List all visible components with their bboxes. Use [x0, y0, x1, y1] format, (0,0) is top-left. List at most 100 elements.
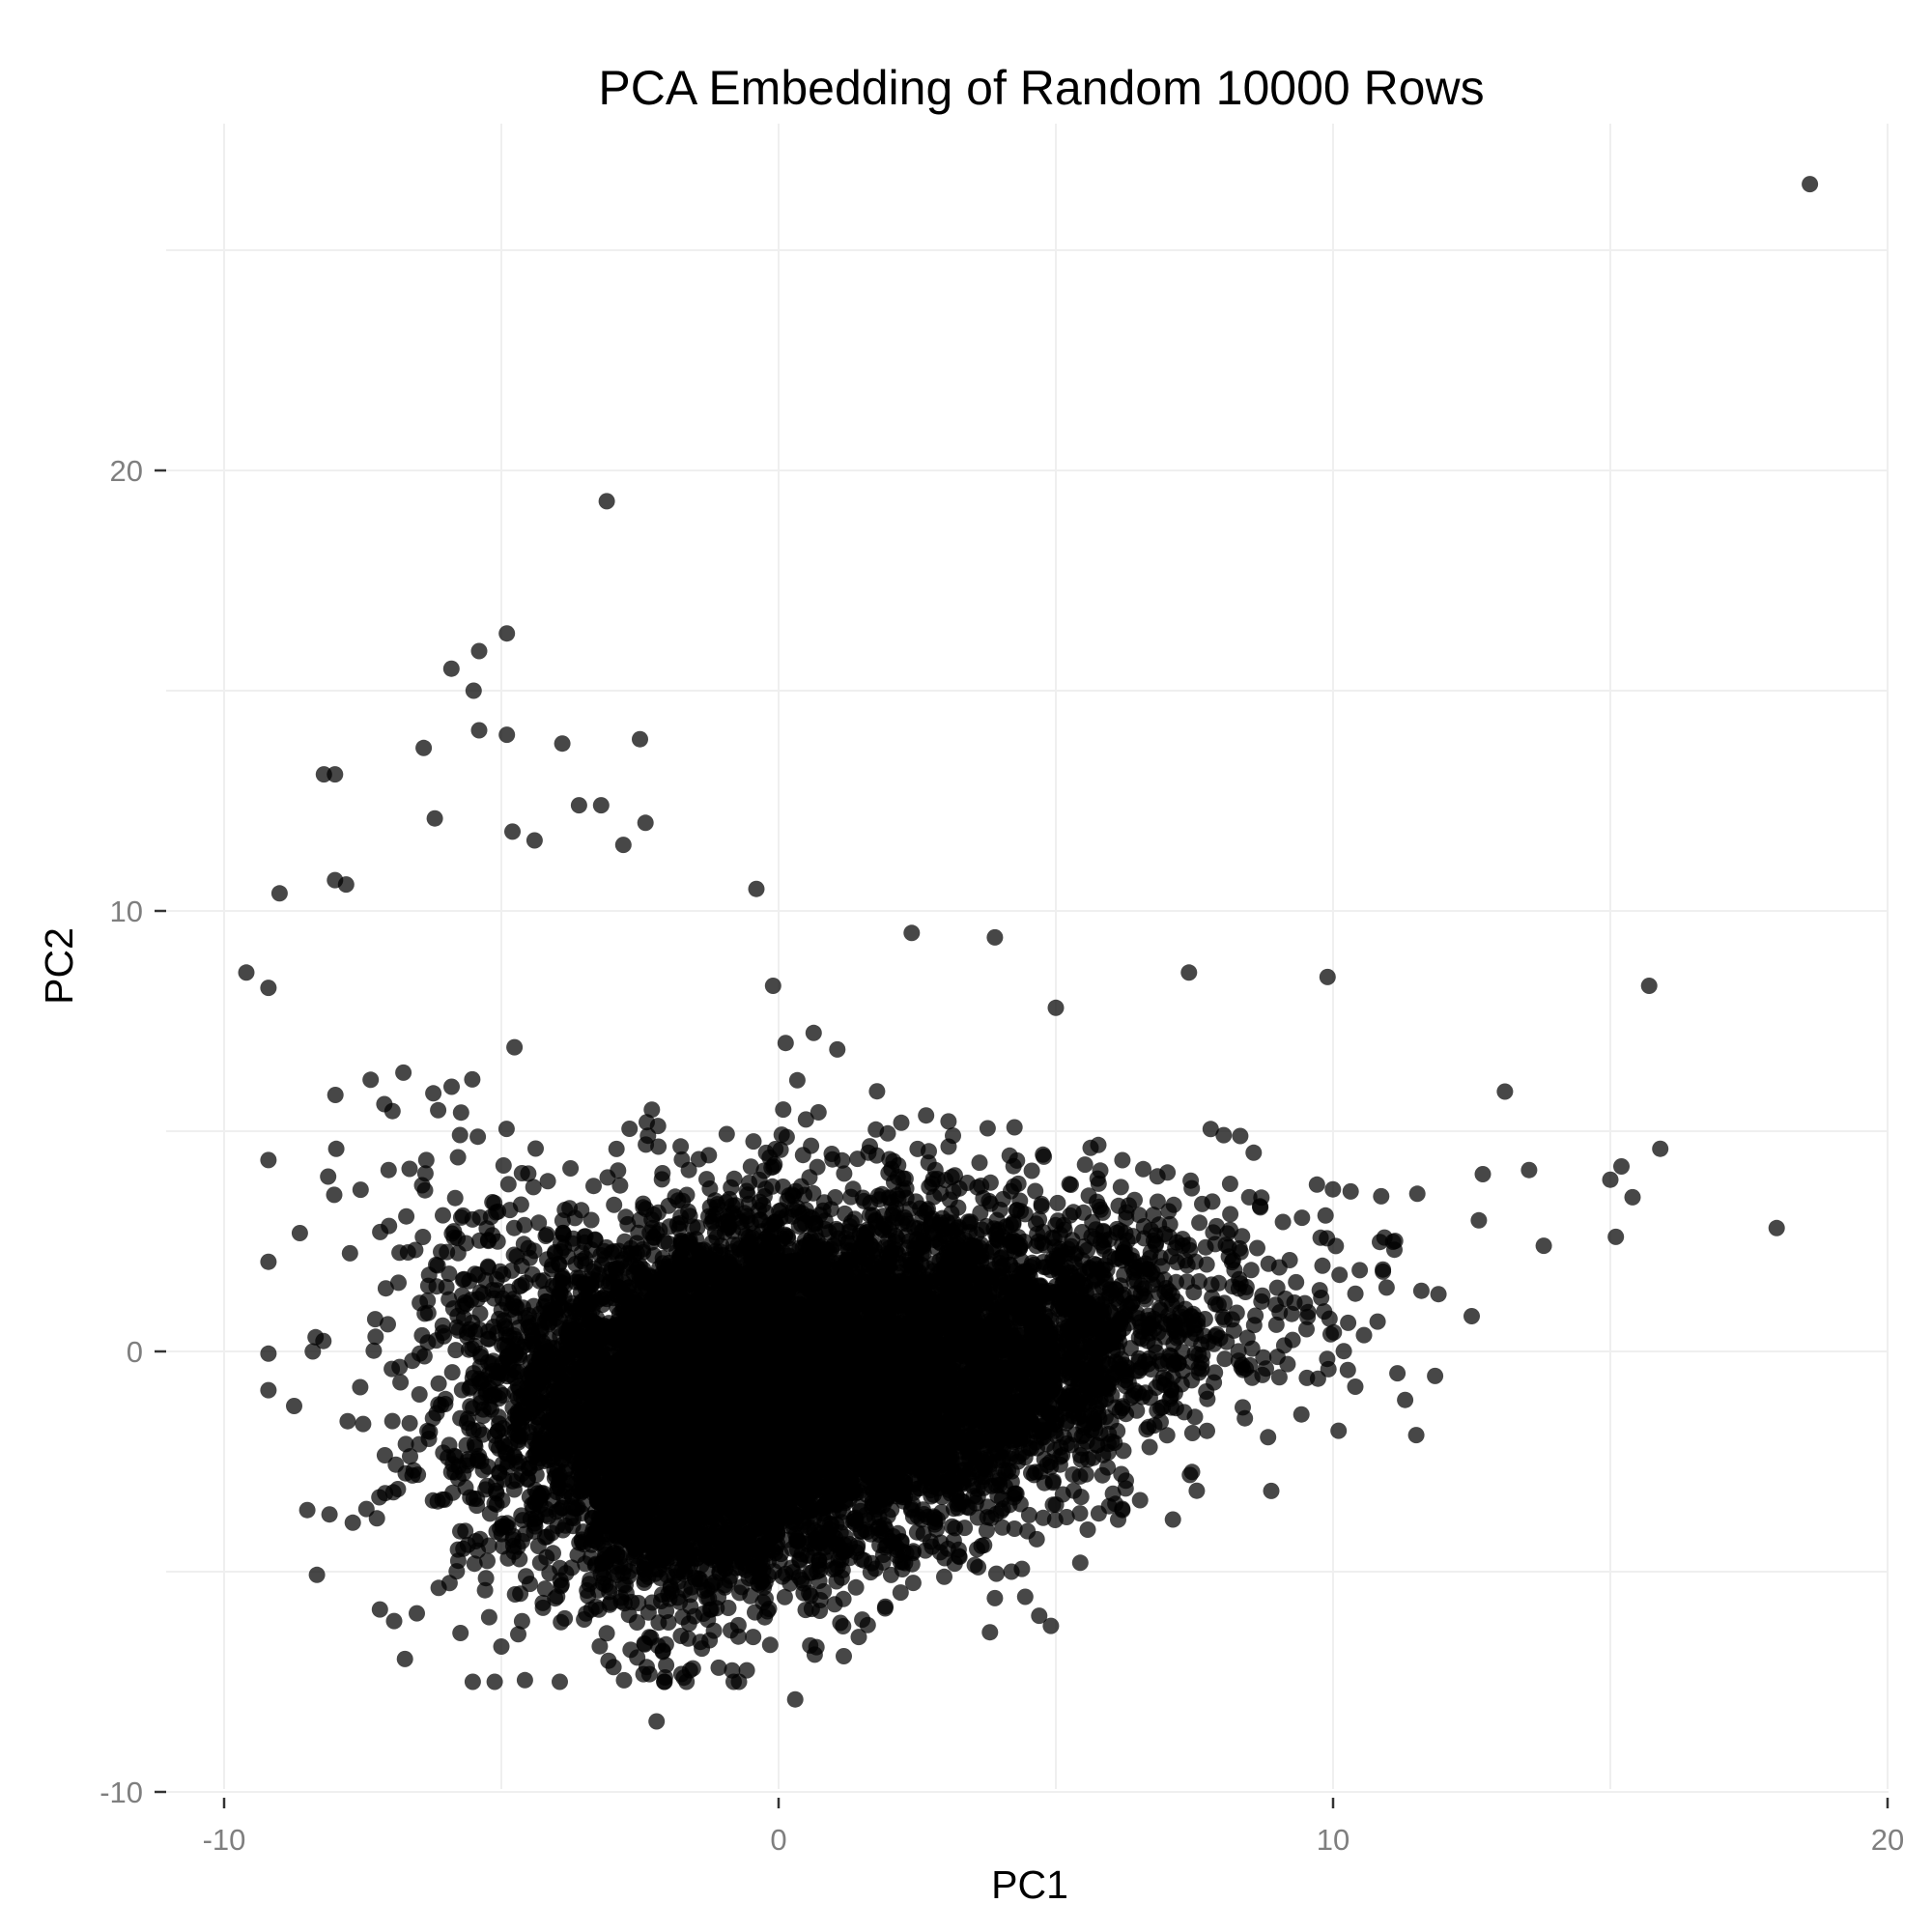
data-point [611, 1177, 629, 1194]
data-point [850, 1629, 867, 1646]
data-point [1263, 1482, 1280, 1499]
data-point [1135, 1160, 1151, 1178]
data-point [1006, 1520, 1023, 1537]
data-point [684, 1218, 701, 1236]
data-point [401, 1414, 418, 1432]
data-point [320, 1168, 337, 1185]
data-point [1049, 1194, 1066, 1211]
data-point [1202, 1121, 1219, 1138]
data-point [1094, 1466, 1111, 1484]
data-point [658, 1603, 675, 1620]
data-point [591, 1637, 609, 1655]
data-point [1249, 1239, 1265, 1257]
data-point [452, 1104, 469, 1122]
data-point [1347, 1285, 1364, 1302]
data-point [585, 1178, 602, 1195]
data-point [495, 1157, 512, 1174]
data-point [260, 1151, 277, 1169]
data-point [742, 1158, 759, 1176]
data-point [836, 1648, 852, 1664]
data-point [440, 1265, 458, 1283]
data-point [810, 1104, 827, 1121]
data-point [339, 1412, 356, 1430]
data-point [1042, 1617, 1060, 1634]
data-point [1167, 1400, 1184, 1417]
data-point [1221, 1176, 1238, 1192]
data-point [805, 1024, 822, 1041]
data-point [1268, 1279, 1286, 1296]
points-layer [238, 176, 1819, 1730]
data-point [1191, 1214, 1208, 1232]
data-point [1215, 1126, 1233, 1144]
data-point [1340, 1314, 1357, 1331]
data-point [352, 1378, 369, 1396]
data-point [1164, 1511, 1181, 1528]
data-point [446, 1189, 464, 1207]
data-point [260, 1345, 277, 1362]
data-point [384, 1412, 401, 1430]
data-point [380, 1161, 397, 1179]
data-point [479, 1552, 496, 1570]
data-point [893, 1114, 910, 1131]
data-point [1065, 1466, 1082, 1483]
data-point [860, 1144, 877, 1161]
data-point [417, 1151, 435, 1169]
data-point [1016, 1588, 1034, 1605]
data-point [469, 1128, 487, 1146]
data-point [452, 1522, 469, 1540]
data-point [778, 1128, 795, 1146]
data-point [1389, 1365, 1406, 1382]
data-point [829, 1040, 846, 1058]
data-point [868, 1083, 886, 1100]
data-point [365, 1342, 383, 1359]
data-point [486, 1673, 503, 1690]
data-point [854, 1611, 871, 1629]
data-point [1118, 1472, 1134, 1490]
data-point [534, 1594, 552, 1611]
data-point [411, 1386, 428, 1403]
data-point [940, 1138, 957, 1155]
data-point [1222, 1206, 1239, 1223]
data-point [516, 1671, 533, 1689]
data-point [371, 1601, 388, 1618]
data-point [425, 1085, 442, 1102]
data-point [1141, 1438, 1158, 1456]
data-point [940, 1113, 957, 1130]
data-point [1320, 1360, 1337, 1378]
data-point [1232, 1127, 1249, 1145]
data-point [414, 1229, 432, 1245]
data-point [466, 1555, 483, 1573]
data-point [525, 1179, 542, 1196]
data-point [978, 1521, 995, 1539]
data-point [1216, 1350, 1234, 1368]
data-point [673, 1151, 691, 1168]
data-point [1188, 1482, 1206, 1499]
data-point [443, 1364, 461, 1381]
data-point [788, 1071, 806, 1089]
data-point [1372, 1234, 1388, 1251]
data-point [376, 1447, 393, 1463]
data-point [527, 1140, 544, 1157]
data-point [745, 1133, 762, 1151]
data-point [1183, 1425, 1201, 1441]
data-point [725, 1170, 743, 1187]
data-point [745, 1629, 762, 1646]
data-point [505, 1481, 523, 1498]
data-point [1071, 1505, 1089, 1522]
data-point [650, 1138, 668, 1155]
data-point [738, 1662, 755, 1679]
data-point [1199, 1422, 1215, 1439]
data-point [1325, 1323, 1343, 1341]
data-point [936, 1568, 952, 1585]
data-point [499, 1176, 517, 1193]
data-point [1019, 1522, 1037, 1540]
data-point [1072, 1489, 1090, 1506]
data-point [1112, 1179, 1129, 1196]
data-point [395, 1064, 412, 1081]
data-point [464, 1673, 481, 1690]
data-point [381, 1217, 398, 1235]
data-point [1474, 1166, 1492, 1182]
data-point [1317, 1207, 1334, 1224]
data-point [1075, 1427, 1093, 1444]
